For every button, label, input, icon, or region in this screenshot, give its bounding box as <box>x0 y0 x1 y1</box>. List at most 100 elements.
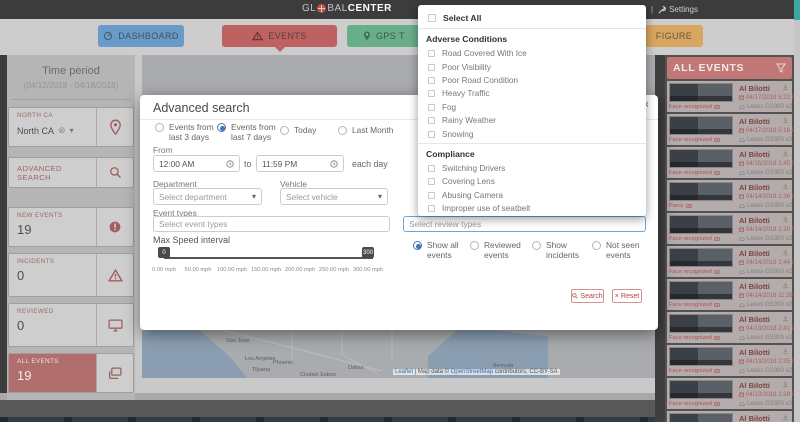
download-icon[interactable] <box>782 348 789 355</box>
checkbox-icon[interactable] <box>428 76 435 84</box>
event-list-item[interactable]: Face recognized Al Bilotti 04/14/2018 1:… <box>667 246 794 277</box>
download-icon[interactable] <box>782 216 789 223</box>
event-thumbnail[interactable] <box>669 248 733 267</box>
period-radio-today[interactable]: Today <box>280 125 316 135</box>
dropdown-option[interactable]: Switching Drivers <box>418 162 646 175</box>
event-thumbnail[interactable] <box>669 314 733 333</box>
speed-slider-handle-min[interactable]: 0 <box>158 247 170 258</box>
period-radio-last7[interactable]: Events from last 7 days <box>217 122 276 142</box>
event-thumbnail[interactable] <box>669 182 733 201</box>
stat-card-reviewed[interactable]: REVIEWED 0 <box>8 303 134 347</box>
event-list-item[interactable]: Panic Al Bilotti 04/14/2018 2:36 PM Lexu… <box>667 180 794 211</box>
event-thumbnail[interactable] <box>669 281 733 300</box>
advanced-search-card[interactable]: ADVANCED SEARCH <box>8 157 134 188</box>
clock-icon[interactable] <box>226 159 234 168</box>
download-icon[interactable] <box>782 381 789 388</box>
event-thumbnail[interactable] <box>669 347 733 366</box>
event-thumbnail[interactable] <box>669 149 733 168</box>
checkbox-icon[interactable] <box>428 191 435 199</box>
checkbox-icon[interactable] <box>428 63 435 71</box>
event-list-item[interactable]: Face recognized Al Bilotti 04/13/2018 1:… <box>667 378 794 409</box>
to-time-input[interactable]: 11:59 PM <box>256 155 344 172</box>
event-types-input[interactable]: Select event types <box>153 216 390 232</box>
stat-card-new-events[interactable]: NEW EVENTS 19 <box>8 207 134 247</box>
dropdown-option[interactable]: Poor Visibility <box>418 60 646 73</box>
dropdown-option[interactable]: Snowing <box>418 127 646 140</box>
settings-button[interactable]: Settings <box>658 5 698 14</box>
event-thumbnail[interactable] <box>669 83 733 102</box>
download-icon[interactable] <box>782 249 789 256</box>
dropdown-option[interactable]: Poor Road Condition <box>418 74 646 87</box>
review-radio-not-seen[interactable]: Not seen events <box>592 240 640 260</box>
dropdown-option[interactable]: Road Covered With Ice <box>418 47 646 60</box>
region-select-card[interactable]: NORTH CA North CA ⊗ ▾ <box>8 107 134 147</box>
filter-icon[interactable] <box>776 63 786 73</box>
checkbox-icon[interactable] <box>428 14 436 22</box>
download-icon[interactable] <box>782 117 789 124</box>
checkbox-icon[interactable] <box>428 164 435 172</box>
search-button[interactable]: Search <box>571 289 604 303</box>
bottom-timeline-bar[interactable] <box>0 400 660 417</box>
checkbox-icon[interactable] <box>428 90 435 98</box>
dropdown-select-all[interactable]: Select All <box>418 10 646 26</box>
event-list-item[interactable]: Al Bilotti <box>667 411 792 422</box>
dropdown-option[interactable]: Covering Lens <box>418 175 646 188</box>
period-radio-lastmonth[interactable]: Last Month <box>338 125 393 135</box>
nav-tab-dashboard[interactable]: DASHBOARD <box>98 25 184 47</box>
clock-icon[interactable] <box>330 159 338 168</box>
vehicle-select[interactable]: Select vehicle ▾ <box>280 188 388 205</box>
dropdown-option[interactable]: Heavy Traffic <box>418 87 646 100</box>
event-list-item[interactable]: Face recognized Al Bilotti 04/17/2018 5:… <box>667 81 794 112</box>
review-radio-incidents[interactable]: Show incidents <box>532 240 579 260</box>
osm-link[interactable]: OpenStreetMap <box>450 369 494 375</box>
period-radio-last3[interactable]: Events from last 3 days <box>155 122 214 142</box>
dropdown-option[interactable]: Improper use of seatbelt <box>418 202 646 215</box>
dropdown-option[interactable]: Abusing Camera <box>418 189 646 202</box>
download-icon[interactable] <box>782 315 789 322</box>
download-icon[interactable] <box>782 414 789 421</box>
event-list-item[interactable]: Face recognized Al Bilotti 04/13/2018 2:… <box>667 312 794 343</box>
download-icon[interactable] <box>782 150 789 157</box>
bottom-thumbnail-strip[interactable] <box>0 417 660 422</box>
review-types-input[interactable]: Select review types <box>403 216 646 232</box>
event-thumbnail[interactable] <box>669 380 733 399</box>
clear-region-icon[interactable]: ⊗ <box>58 125 66 135</box>
dropdown-option[interactable]: Rainy Weather <box>418 114 646 127</box>
event-thumbnail[interactable] <box>669 215 733 234</box>
event-list-item[interactable]: Face recognized Al Bilotti 04/13/2018 2:… <box>667 345 794 376</box>
stat-card-incidents[interactable]: INCIDENTS 0 <box>8 253 134 297</box>
leaflet-link[interactable]: Leaflet <box>395 369 414 375</box>
department-select[interactable]: Select department ▾ <box>153 188 262 205</box>
dropdown-option[interactable]: Listening To Loud Music <box>418 215 646 216</box>
speed-slider-track[interactable] <box>164 257 373 259</box>
stat-card-all-events[interactable]: ALL EVENTS 19 <box>8 353 134 393</box>
dropdown-option[interactable]: Fog <box>418 101 646 114</box>
event-thumbnail[interactable] <box>669 116 733 135</box>
checkbox-icon[interactable] <box>428 130 435 138</box>
nav-tab-configure[interactable]: FIGURE <box>645 25 703 47</box>
checkbox-icon[interactable] <box>428 205 435 213</box>
region-dropdown[interactable]: North CA ⊗ ▾ <box>17 125 96 136</box>
event-list-item[interactable]: Face recognized Al Bilotti 04/17/2018 5:… <box>667 114 794 145</box>
left-sidebar: Time period (04/12/2018 - 04/18/2018) NO… <box>7 55 135 400</box>
checkbox-icon[interactable] <box>428 117 435 125</box>
checkbox-icon[interactable] <box>428 178 435 186</box>
review-radio-show-all[interactable]: Show all events <box>413 240 459 260</box>
nav-tab-events[interactable]: EVENTS <box>222 25 337 52</box>
page-scrollbar[interactable] <box>794 0 800 422</box>
from-time-input[interactable]: 12:00 AM <box>153 155 240 172</box>
region-pin-cell[interactable] <box>96 108 133 146</box>
event-thumbnail[interactable] <box>669 413 733 422</box>
download-icon[interactable] <box>782 84 789 91</box>
page-scrollbar-thumb[interactable] <box>794 0 800 20</box>
speed-slider-handle-max[interactable]: 300 <box>362 247 374 258</box>
download-icon[interactable] <box>782 183 789 190</box>
reset-button[interactable]: × Reset <box>612 289 642 303</box>
event-list-item[interactable]: Face recognized Al Bilotti 04/14/2018 11… <box>667 279 794 310</box>
checkbox-icon[interactable] <box>428 50 435 58</box>
event-list-item[interactable]: Face recognized Al Bilotti 04/14/2018 2:… <box>667 213 794 244</box>
event-list-item[interactable]: Face recognized Al Bilotti 04/15/2018 1:… <box>667 147 794 178</box>
download-icon[interactable] <box>782 282 789 289</box>
checkbox-icon[interactable] <box>428 103 435 111</box>
review-radio-reviewed[interactable]: Reviewed events <box>470 240 521 260</box>
